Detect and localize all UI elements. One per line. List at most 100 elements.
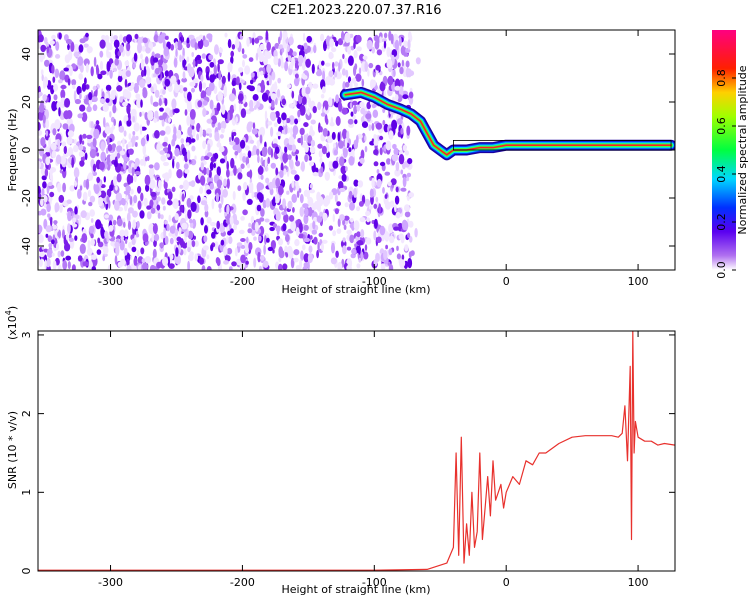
spectrogram-noise-cell	[371, 177, 375, 189]
spectrogram-noise-cell	[73, 138, 77, 145]
spectrogram-noise-cell	[376, 49, 383, 56]
spectrogram-noise-cell	[119, 44, 124, 53]
spectrogram-noise-cell	[127, 220, 132, 230]
spectrogram-noise-cell	[366, 39, 373, 50]
spectrogram-noise-cell	[265, 177, 270, 184]
spectrogram-noise-cell	[157, 212, 161, 219]
spectrogram-noise-cell	[159, 150, 165, 155]
spectrogram-y-tick-label: 40	[20, 47, 33, 61]
spectrogram-noise-cell	[204, 210, 209, 218]
spectrogram-noise-cell	[283, 213, 289, 223]
spectrogram-noise-cell	[116, 85, 123, 92]
spectrogram-noise-cell	[41, 175, 47, 181]
spectrogram-noise-cell	[239, 229, 245, 235]
spectrogram-noise-cell	[143, 66, 147, 77]
spectrogram-noise-cell	[169, 225, 176, 234]
spectrogram-noise-cell	[44, 59, 50, 67]
spectrogram-noise-cell	[235, 116, 239, 123]
spectrogram-noise-cell	[73, 51, 80, 58]
spectrogram-noise-cell	[380, 263, 386, 270]
spectrogram-noise-cell	[301, 96, 307, 105]
spectrogram-noise-cell	[180, 138, 185, 144]
spectrogram-noise-cell	[237, 93, 244, 102]
spectrogram-noise-cell	[402, 176, 407, 188]
spectrogram-noise-cell	[57, 182, 62, 193]
spectrogram-noise-cell	[228, 93, 236, 102]
spectrogram-noise-cell	[233, 219, 240, 226]
spectrogram-noise-cell	[408, 192, 415, 198]
spectrogram-noise-cell	[133, 173, 137, 183]
spectrogram-noise-cell	[254, 221, 259, 232]
spectrogram-noise-cell	[110, 90, 116, 101]
spectrogram-noise-cell	[308, 189, 316, 194]
spectrogram-noise-cell	[266, 237, 270, 243]
colorbar: 0.0 0.2 0.4 0.6 0.8 Normalized spectral ampl…	[712, 30, 749, 279]
spectrogram-noise-cell	[292, 125, 299, 136]
spectrogram-noise-cell	[403, 220, 409, 231]
spectrogram-noise-cell	[112, 67, 118, 72]
spectrogram-noise-cell	[215, 192, 219, 203]
spectrogram-noise-cell	[242, 54, 248, 59]
spectrogram-noise-cell	[81, 140, 85, 145]
spectrogram-noise-cell	[197, 100, 203, 108]
spectrogram-noise-cell	[371, 46, 376, 54]
spectrogram-noise-cell	[120, 236, 125, 241]
spectrogram-noise-cell	[236, 76, 240, 86]
spectrogram-noise-cell	[379, 225, 386, 236]
spectrogram-noise-cell	[373, 139, 379, 146]
spectrogram-noise-cell	[188, 66, 195, 78]
spectrogram-noise-cell	[52, 224, 58, 230]
spectrogram-noise-cell	[322, 70, 326, 82]
spectrogram-noise-cell	[216, 220, 220, 230]
spectrogram-noise-cell	[410, 250, 415, 256]
spectrogram-noise-cell	[105, 98, 110, 103]
spectrogram-noise-cell	[104, 126, 111, 135]
spectrogram-noise-cell	[349, 80, 353, 90]
spectrogram-noise-cell	[298, 188, 302, 193]
spectrogram-noise-cell	[219, 47, 223, 53]
spectrogram-noise-cell	[341, 30, 345, 41]
spectrogram-noise-cell	[394, 195, 400, 205]
spectrogram-noise-cell	[67, 78, 71, 86]
spectrogram-noise-cell	[99, 50, 104, 58]
spectrogram-noise-cell	[46, 146, 50, 153]
spectrogram-noise-cell	[107, 264, 112, 270]
spectrogram-noise-cell	[310, 139, 316, 147]
snr-x-tick-label: -200	[230, 576, 255, 589]
spectrogram-noise-cell	[66, 199, 72, 204]
spectrogram-noise-cell	[320, 166, 324, 174]
spectrogram-noise-cell	[403, 52, 409, 57]
spectrogram-noise-cell	[240, 254, 247, 264]
spectrogram-noise-cell	[312, 172, 319, 177]
spectrogram-noise-cell	[317, 196, 324, 207]
spectrogram-noise-cell	[158, 98, 162, 107]
spectrogram-noise-cell	[199, 186, 204, 194]
spectrogram-noise-cell	[337, 181, 344, 190]
spectrogram-noise-cell	[375, 122, 383, 130]
spectrogram-noise-cell	[187, 260, 190, 270]
spectrogram-noise-cell	[65, 255, 72, 261]
spectrogram-noise-cell	[174, 254, 180, 264]
spectrogram-noise-cell	[182, 71, 186, 80]
spectrogram-noise-cell	[204, 225, 208, 234]
spectrogram-noise-cell	[390, 178, 397, 186]
spectrogram-noise-cell	[83, 43, 89, 48]
spectrogram-noise-cell	[262, 199, 267, 209]
spectrogram-noise-cell	[252, 94, 259, 101]
spectrogram-noise-cell	[307, 253, 313, 264]
spectrogram-noise-cell	[238, 67, 244, 73]
spectrogram-noise-cell	[165, 125, 171, 135]
spectrogram-noise-cell	[63, 67, 69, 72]
spectrogram-noise-cell	[395, 211, 401, 219]
spectrogram-noise-cell	[49, 169, 53, 180]
spectrogram-noise-cell	[87, 189, 92, 198]
spectrogram-noise-cell	[206, 33, 213, 40]
spectrogram-noise-cell	[249, 107, 255, 112]
spectrogram-noise-cell	[154, 110, 159, 119]
spectrogram-noise-cell	[298, 233, 304, 239]
spectrogram-noise-cell	[328, 97, 333, 107]
spectrogram-noise-cell	[282, 30, 288, 40]
spectrogram-noise-cell	[102, 246, 109, 255]
spectrogram-noise-cell	[356, 104, 361, 112]
